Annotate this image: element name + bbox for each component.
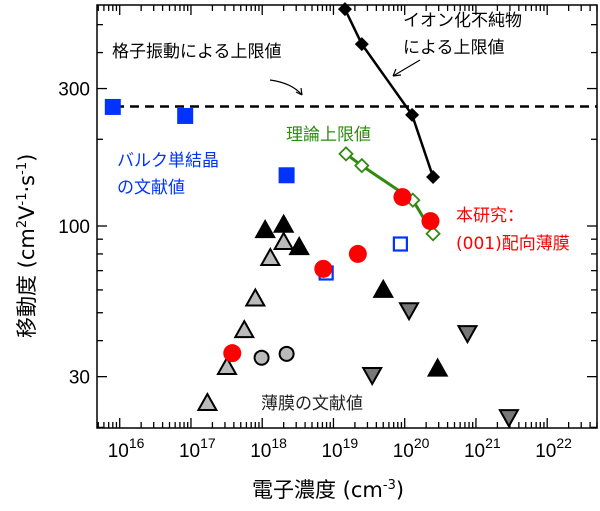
series-triangle-up bbox=[196, 230, 295, 412]
theoretical-limit-label: 理論上限値 bbox=[286, 125, 371, 145]
triangle-down-marker bbox=[456, 325, 479, 345]
square-marker bbox=[104, 98, 121, 115]
series-triangle-up bbox=[254, 213, 449, 377]
x-tick-label: 1017 bbox=[179, 435, 216, 462]
phonon-limit-label: 格子振動による上限値 bbox=[112, 42, 282, 62]
filled-circle-marker bbox=[314, 259, 333, 278]
ionized-impurity-limit-arrow bbox=[392, 59, 421, 77]
x-tick-label: 1016 bbox=[108, 435, 145, 462]
triangle-up-marker bbox=[233, 319, 255, 339]
this-work-label-line2: (001)配向薄膜 bbox=[456, 234, 570, 254]
series-square-filled bbox=[104, 98, 295, 184]
triangle-up-marker bbox=[372, 278, 394, 298]
triangle-up-marker bbox=[272, 213, 295, 233]
ionized-impurity-limit-label-line2: による上限値 bbox=[403, 38, 505, 58]
x-tick-label: 1020 bbox=[393, 435, 430, 462]
plot-frame bbox=[96, 4, 598, 429]
y-tick-label: 100 bbox=[58, 217, 90, 238]
open-diamond-marker bbox=[338, 146, 354, 162]
bulk-literature-label-line1: バルク単結晶 bbox=[117, 151, 219, 171]
diamond-marker bbox=[354, 37, 369, 52]
triangle-up-marker bbox=[254, 219, 276, 239]
square-marker bbox=[278, 167, 295, 184]
film-literature-label: 薄膜の文献値 bbox=[261, 394, 363, 414]
filled-circle-marker bbox=[421, 212, 440, 231]
series-circle bbox=[253, 345, 295, 366]
series-triangle-down bbox=[361, 302, 520, 429]
triangle-up-marker bbox=[426, 357, 449, 377]
ionized-impurity-limit-label-line1: イオン化不純物 bbox=[403, 11, 522, 31]
bulk-literature-label-line2: の文献値 bbox=[117, 178, 185, 198]
series-circle-filled bbox=[223, 188, 440, 363]
triangle-down-marker bbox=[398, 302, 420, 322]
y-tick-label: 300 bbox=[58, 80, 90, 101]
triangle-up-marker bbox=[272, 230, 295, 251]
x-tick-label: 1019 bbox=[321, 435, 358, 462]
circle-marker bbox=[278, 345, 295, 362]
open-diamond-marker bbox=[425, 225, 441, 242]
triangle-up-marker bbox=[244, 287, 267, 307]
diamond-marker bbox=[337, 2, 352, 17]
filled-circle-marker bbox=[393, 188, 412, 207]
triangle-up-marker bbox=[288, 236, 310, 256]
triangle-up-marker bbox=[216, 355, 238, 376]
triangle-up-marker bbox=[196, 391, 219, 412]
this-work-label-line1: 本研究： bbox=[456, 206, 524, 226]
diamond-marker bbox=[405, 107, 420, 122]
triangle-up-marker bbox=[259, 247, 282, 267]
triangle-down-marker bbox=[498, 409, 520, 429]
y-tick-label: 30 bbox=[69, 368, 90, 389]
axis-ticks bbox=[97, 5, 598, 429]
x-tick-label: 1022 bbox=[535, 435, 572, 462]
filled-circle-marker bbox=[348, 244, 367, 263]
phonon-limit-arrow bbox=[269, 79, 303, 96]
x-axis-title: 電子濃度 (cm-3) bbox=[252, 478, 404, 502]
tick-labels: 1016 1017 1018 1019 1020 1021 1022 30 100 300 bbox=[58, 80, 572, 462]
open-square-marker bbox=[392, 236, 408, 252]
diamond-marker bbox=[426, 169, 441, 184]
square-marker bbox=[177, 107, 194, 124]
triangle-down-marker bbox=[361, 366, 383, 387]
y-axis-title: 移動度 (cm2V-1·s-1) bbox=[15, 154, 39, 338]
series-line bbox=[343, 8, 435, 178]
circle-marker bbox=[253, 349, 270, 366]
data-series bbox=[104, 2, 520, 429]
filled-circle-marker bbox=[223, 344, 242, 363]
open-diamond-marker bbox=[354, 157, 370, 174]
x-tick-label: 1018 bbox=[250, 435, 287, 462]
x-tick-label: 1021 bbox=[464, 435, 501, 462]
